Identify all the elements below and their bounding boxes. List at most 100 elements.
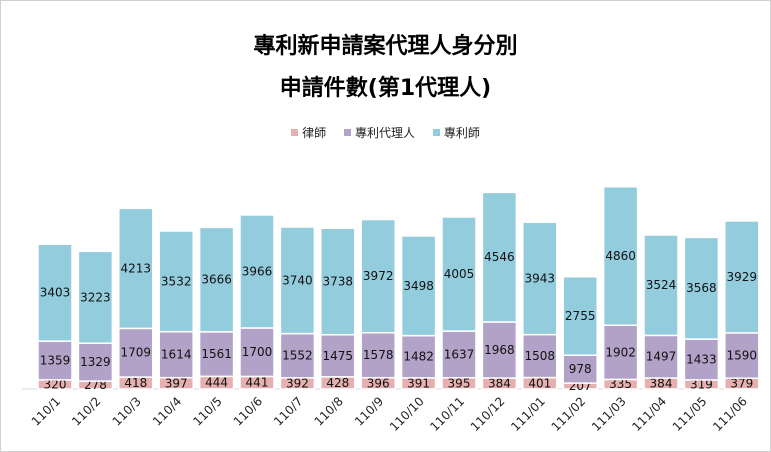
data-label-patent-attorney: 3524 bbox=[646, 278, 677, 292]
data-label-patent-agent: 1475 bbox=[323, 349, 354, 363]
legend-swatch-patent-agent bbox=[343, 129, 351, 136]
data-label-patent-attorney: 2755 bbox=[565, 309, 596, 323]
data-label-patent-attorney: 4546 bbox=[484, 250, 515, 264]
legend-item-patent-attorney: 專利師 bbox=[432, 124, 480, 141]
x-tick-label: 110/3 bbox=[110, 394, 144, 428]
data-label-lawyer: 320 bbox=[44, 377, 67, 391]
bar-segment-patent-attorney bbox=[360, 218, 396, 334]
chart-title-line1: 專利新申請案代理人身分別 bbox=[253, 34, 518, 59]
x-tick-label: 111/03 bbox=[589, 394, 629, 434]
data-label-patent-agent: 1508 bbox=[525, 349, 556, 363]
data-label-lawyer: 379 bbox=[730, 377, 753, 391]
data-label-patent-attorney: 3966 bbox=[242, 264, 273, 278]
bar-segment-patent-attorney bbox=[724, 220, 760, 334]
data-label-patent-agent: 1902 bbox=[605, 345, 636, 359]
bar-segment-patent-agent bbox=[683, 338, 720, 381]
bar-segment-patent-attorney bbox=[320, 227, 356, 336]
data-label-lawyer: 428 bbox=[326, 376, 349, 390]
x-tick-label: 111/01 bbox=[508, 394, 548, 434]
bar-segment-patent-attorney bbox=[239, 214, 275, 329]
x-tick-label: 110/8 bbox=[312, 394, 346, 428]
data-label-lawyer: 335 bbox=[609, 377, 632, 391]
bar-segment-patent-attorney bbox=[198, 226, 235, 333]
bar-segment-patent-agent bbox=[239, 327, 275, 378]
x-tick-label: 110/9 bbox=[352, 394, 386, 428]
data-label-patent-attorney: 3929 bbox=[727, 270, 758, 284]
data-label-lawyer: 396 bbox=[367, 376, 390, 390]
x-tick-label: 110/6 bbox=[231, 394, 265, 428]
x-tick-label: 110/12 bbox=[468, 394, 508, 434]
bar-segment-patent-attorney bbox=[643, 234, 679, 337]
bar-segment-patent-agent bbox=[522, 333, 558, 379]
data-label-patent-attorney: 3972 bbox=[363, 269, 394, 283]
legend-swatch-lawyer bbox=[291, 129, 299, 136]
bar-segment-patent-attorney bbox=[279, 226, 316, 335]
data-label-lawyer: 401 bbox=[528, 376, 551, 390]
data-label-patent-attorney: 3666 bbox=[201, 273, 232, 287]
data-label-patent-agent: 1433 bbox=[686, 352, 717, 366]
data-label-lawyer: 384 bbox=[650, 377, 673, 391]
bar-segment-patent-agent bbox=[158, 330, 194, 379]
data-label-patent-agent: 1497 bbox=[646, 350, 677, 364]
data-label-lawyer: 444 bbox=[205, 376, 228, 390]
bar-segment-patent-attorney bbox=[77, 250, 114, 344]
x-tick-label: 111/06 bbox=[710, 394, 750, 434]
data-label-patent-attorney: 4860 bbox=[605, 249, 636, 263]
legend-item-lawyer: 律師 bbox=[291, 124, 326, 141]
bar-segment-patent-attorney bbox=[441, 216, 477, 332]
bar-segment-patent-attorney bbox=[118, 207, 154, 330]
legend-swatch-patent-attorney bbox=[432, 129, 440, 136]
data-label-patent-agent: 1578 bbox=[363, 348, 394, 362]
x-tick-label: 110/7 bbox=[271, 394, 305, 428]
bar-segment-patent-agent bbox=[643, 334, 679, 379]
data-label-patent-agent: 1482 bbox=[403, 350, 434, 364]
bar-segment-patent-agent bbox=[279, 332, 316, 379]
x-tick-label: 110/4 bbox=[150, 394, 184, 428]
data-label-patent-agent: 1590 bbox=[727, 349, 758, 363]
data-label-patent-attorney: 4213 bbox=[121, 261, 152, 275]
bar-segment-patent-attorney bbox=[683, 236, 720, 340]
data-label-lawyer: 384 bbox=[488, 377, 511, 391]
data-label-lawyer: 395 bbox=[448, 376, 471, 390]
bar-segment-patent-attorney bbox=[37, 243, 73, 342]
bar-segment-patent-agent bbox=[441, 330, 477, 379]
bar-segment-patent-agent bbox=[198, 331, 235, 378]
bar-segment-patent-attorney bbox=[522, 221, 558, 336]
bar-segment-patent-attorney bbox=[602, 185, 639, 326]
data-label-lawyer: 397 bbox=[165, 376, 188, 390]
x-tick-label: 110/11 bbox=[427, 394, 467, 434]
data-label-patent-attorney: 3568 bbox=[686, 281, 717, 295]
bar-segment-patent-agent bbox=[562, 354, 598, 384]
bar-segment-patent-agent bbox=[360, 331, 396, 379]
data-label-lawyer: 391 bbox=[407, 376, 430, 390]
data-label-patent-attorney: 3738 bbox=[323, 274, 354, 288]
bar-segment-patent-attorney bbox=[400, 235, 437, 337]
data-label-patent-agent: 1359 bbox=[40, 354, 71, 368]
legend-label-patent-attorney: 專利師 bbox=[443, 126, 480, 140]
bar-segment-patent-attorney bbox=[158, 230, 194, 333]
data-label-patent-attorney: 3532 bbox=[161, 274, 192, 288]
x-tick-label: 111/04 bbox=[629, 394, 669, 434]
data-label-patent-attorney: 3498 bbox=[403, 279, 434, 293]
x-tick-label: 110/2 bbox=[69, 394, 103, 428]
legend-item-patent-agent: 專利代理人 bbox=[343, 124, 415, 141]
data-label-patent-agent: 1552 bbox=[282, 349, 313, 363]
chart-legend: 律師 專利代理人 專利師 bbox=[0, 124, 771, 141]
bar-segment-patent-agent bbox=[400, 334, 437, 379]
x-tick-label: 110/1 bbox=[29, 394, 63, 428]
data-label-patent-agent: 1614 bbox=[161, 348, 192, 362]
data-label-lawyer: 392 bbox=[286, 376, 309, 390]
data-label-lawyer: 319 bbox=[690, 377, 713, 391]
chart-title-line2: 申請件數(第1代理人) bbox=[279, 76, 492, 101]
data-label-patent-attorney: 4005 bbox=[444, 267, 475, 281]
data-label-lawyer: 418 bbox=[124, 376, 147, 390]
bar-segment-patent-agent bbox=[481, 321, 518, 379]
bar-segment-patent-attorney bbox=[562, 275, 598, 356]
bar-segment-patent-attorney bbox=[481, 191, 518, 323]
data-label-patent-attorney: 3223 bbox=[80, 290, 111, 304]
data-label-patent-agent: 1637 bbox=[444, 347, 475, 361]
data-label-lawyer: 441 bbox=[246, 376, 269, 390]
data-label-patent-agent: 1700 bbox=[242, 345, 273, 359]
x-tick-label: 111/02 bbox=[549, 394, 589, 434]
